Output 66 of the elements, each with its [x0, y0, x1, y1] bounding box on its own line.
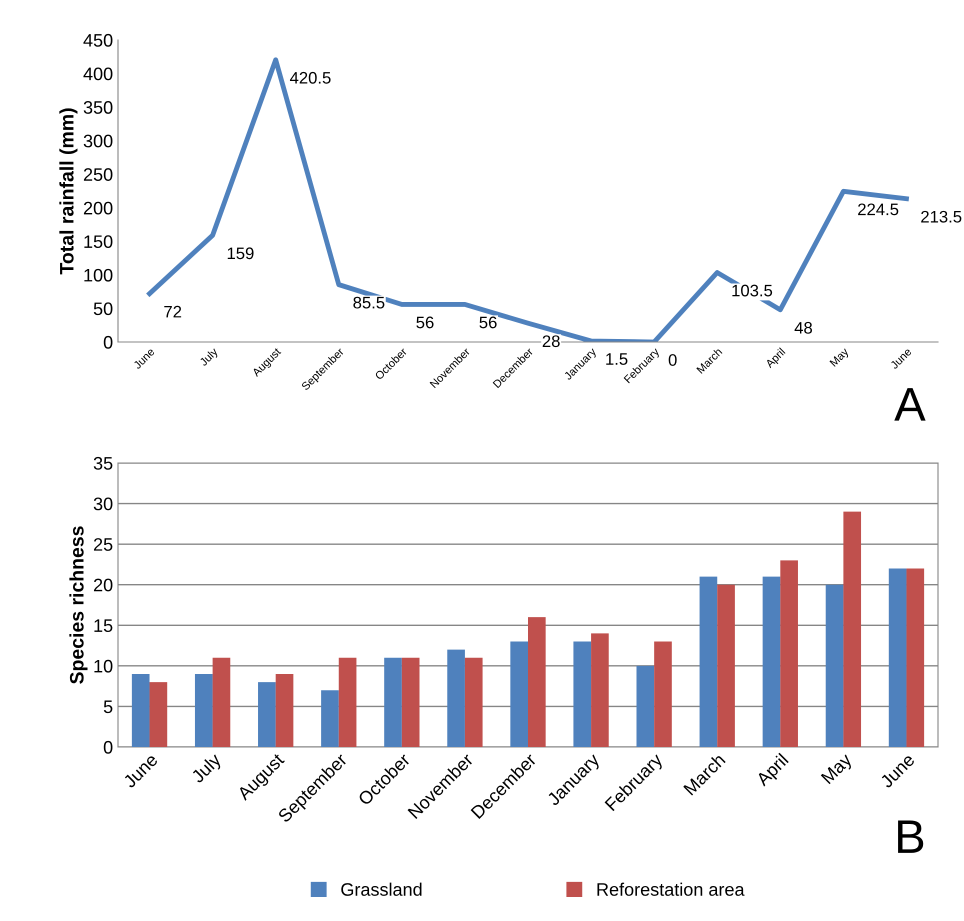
bar — [150, 682, 168, 747]
bar — [654, 642, 672, 747]
bar — [717, 584, 735, 747]
y-tick-label: 50 — [94, 302, 112, 316]
data-label: 0 — [668, 354, 677, 366]
y-tick-label: 150 — [84, 235, 112, 248]
y-tick-label: 350 — [84, 101, 112, 114]
bar — [447, 650, 465, 747]
x-tick-label: May — [820, 752, 856, 787]
data-label: 72 — [164, 306, 182, 318]
bar — [888, 568, 906, 747]
y-tick-label: 25 — [94, 538, 112, 551]
text: A — [894, 388, 926, 421]
bar — [464, 658, 483, 747]
bar — [258, 682, 276, 747]
x-tick-label: July — [190, 752, 224, 786]
bar — [510, 642, 528, 747]
y-axis-title: Total rainfall (mm) — [59, 108, 78, 274]
data-label: 213.5 — [921, 210, 962, 223]
bar — [700, 576, 718, 747]
bar — [906, 568, 924, 747]
y-tick-label: 20 — [94, 578, 112, 592]
y-tick-label: 0 — [104, 336, 112, 349]
bar — [194, 674, 213, 747]
y-tick-label: 0 — [104, 740, 112, 754]
y-tick-label: 400 — [83, 67, 112, 80]
legend-label: Reforestation area — [597, 882, 745, 896]
bar — [528, 617, 546, 747]
bar — [636, 666, 654, 747]
y-tick-label: 450 — [83, 34, 112, 47]
text: B — [898, 820, 924, 853]
bar — [212, 658, 230, 747]
bar — [384, 658, 402, 747]
data-label: 85.5 — [353, 296, 384, 309]
bar — [591, 633, 609, 747]
bar — [338, 658, 356, 747]
x-tick-label: May — [829, 347, 851, 368]
data-label: 159 — [228, 247, 254, 260]
bar — [826, 584, 844, 747]
data-label: 224.5 — [858, 203, 898, 216]
y-tick-label: 250 — [84, 168, 112, 181]
y-tick-label: 35 — [94, 456, 112, 470]
bar — [321, 690, 339, 747]
bar — [132, 674, 150, 747]
legend-label: Grassland — [341, 882, 422, 896]
y-tick-label: 10 — [94, 660, 112, 673]
data-label: 56 — [416, 316, 434, 328]
data-label: 103.5 — [732, 284, 772, 296]
bar — [573, 642, 592, 747]
y-tick-label: 300 — [84, 134, 112, 148]
y-tick-label: 15 — [94, 619, 112, 632]
y-tick-label: 200 — [84, 202, 112, 214]
bar — [402, 658, 420, 747]
y-axis-title: Species richness — [69, 526, 88, 684]
x-tick-label: July — [198, 346, 220, 368]
data-label: 48 — [794, 322, 812, 334]
data-label: 28 — [542, 335, 560, 348]
y-tick-label: 30 — [94, 498, 112, 510]
bar — [780, 560, 798, 747]
y-tick-label: 5 — [104, 700, 112, 714]
data-label: 420.5 — [290, 72, 331, 84]
bar — [276, 674, 294, 747]
data-label: 56 — [479, 316, 497, 328]
bar — [762, 576, 780, 747]
y-tick-label: 100 — [84, 268, 112, 282]
bar — [843, 512, 862, 747]
